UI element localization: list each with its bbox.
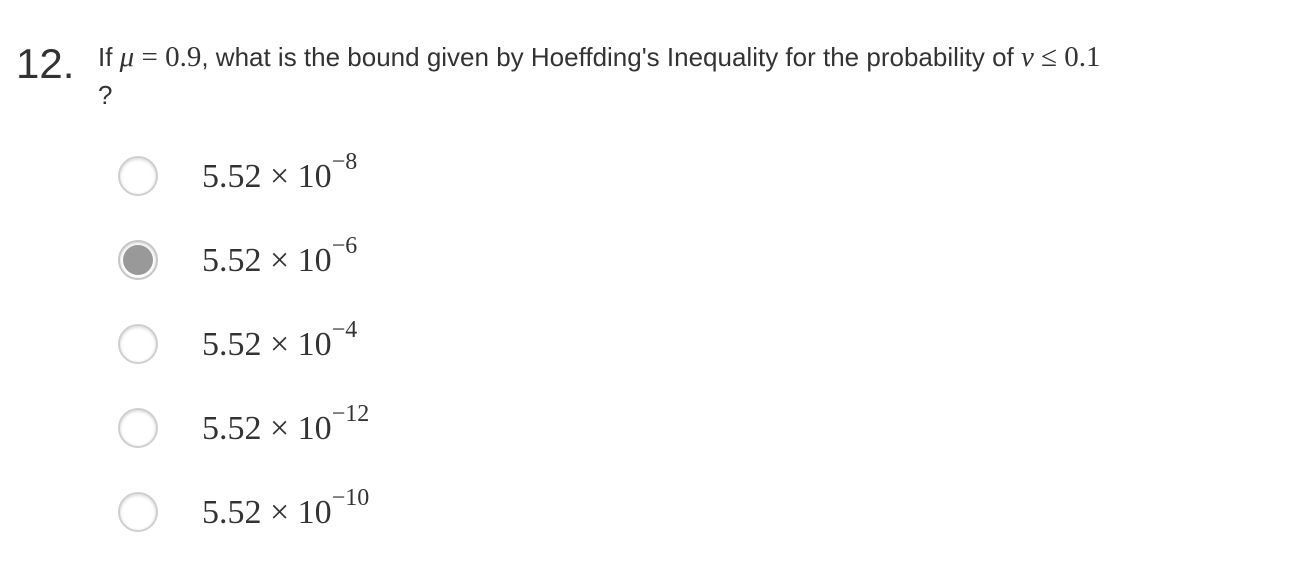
nu-symbol: ν <box>1021 41 1034 73</box>
radio-button[interactable] <box>118 324 158 364</box>
answer-option-1[interactable]: 5.52 × 10−8 <box>118 150 518 206</box>
radio-button[interactable] <box>118 156 158 196</box>
question-text-end: ? <box>98 80 113 110</box>
nu-expression: ν ≤ 0.1 <box>1021 41 1101 73</box>
answer-base: 5.52 × 10 <box>202 158 332 195</box>
answer-label: 5.52 × 10−10 <box>202 484 370 538</box>
answer-label: 5.52 × 10−8 <box>202 148 358 202</box>
answer-options: 5.52 × 10−8 5.52 × 10−6 5.52 × 10−4 5.52… <box>118 0 518 576</box>
nu-condition: ≤ 0.1 <box>1033 41 1101 73</box>
mu-symbol: μ <box>119 41 135 73</box>
question-number: 12. <box>16 40 75 87</box>
radio-dot <box>123 245 153 275</box>
answer-base: 5.52 × 10 <box>202 326 332 363</box>
radio-button[interactable] <box>118 492 158 532</box>
radio-button[interactable] <box>118 240 158 280</box>
answer-base: 5.52 × 10 <box>202 494 332 531</box>
answer-label: 5.52 × 10−12 <box>202 400 370 454</box>
answer-option-4[interactable]: 5.52 × 10−12 <box>118 402 518 458</box>
answer-option-5[interactable]: 5.52 × 10−10 <box>118 486 518 542</box>
radio-button[interactable] <box>118 408 158 448</box>
answer-exponent: −10 <box>331 484 370 511</box>
question: 12. If μ = 0.9, what is the bound given … <box>16 36 1286 116</box>
answer-exponent: −8 <box>331 148 358 175</box>
answer-option-3[interactable]: 5.52 × 10−4 <box>118 318 518 374</box>
answer-label: 5.52 × 10−4 <box>202 316 358 370</box>
mu-expression: μ = 0.9 <box>120 41 202 73</box>
answer-exponent: −6 <box>331 232 358 259</box>
question-text-middle: , what is the bound given by Hoeffding's… <box>201 42 1022 72</box>
mu-equals: = 0.9 <box>134 41 202 73</box>
answer-base: 5.52 × 10 <box>202 410 332 447</box>
answer-label: 5.52 × 10−6 <box>202 232 358 286</box>
question-text-prefix: If <box>98 42 120 72</box>
answer-exponent: −12 <box>331 400 370 427</box>
answer-exponent: −4 <box>331 316 358 343</box>
answer-option-2[interactable]: 5.52 × 10−6 <box>118 234 518 290</box>
question-text: If μ = 0.9, what is the bound given by H… <box>98 38 1101 76</box>
answer-base: 5.52 × 10 <box>202 242 332 279</box>
